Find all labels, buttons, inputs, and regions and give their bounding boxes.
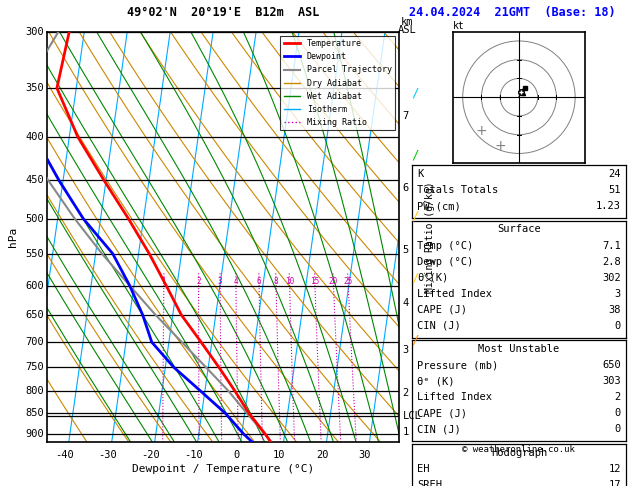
Text: 10: 10 bbox=[285, 277, 294, 286]
Text: 450: 450 bbox=[25, 175, 44, 185]
Text: /: / bbox=[411, 333, 419, 346]
Text: CAPE (J): CAPE (J) bbox=[417, 408, 467, 418]
Text: 350: 350 bbox=[25, 83, 44, 93]
Text: /: / bbox=[411, 272, 419, 284]
Text: hPa: hPa bbox=[8, 227, 18, 247]
Text: 1: 1 bbox=[162, 277, 166, 286]
Text: Surface: Surface bbox=[497, 225, 541, 234]
Text: 38: 38 bbox=[608, 305, 621, 314]
Text: Temp (°C): Temp (°C) bbox=[417, 241, 473, 250]
Text: 2.8: 2.8 bbox=[602, 257, 621, 266]
Text: 0: 0 bbox=[615, 321, 621, 330]
Text: 400: 400 bbox=[25, 132, 44, 142]
Text: © weatheronline.co.uk: © weatheronline.co.uk bbox=[462, 445, 576, 454]
Text: 17: 17 bbox=[608, 480, 621, 486]
Text: Lifted Index: Lifted Index bbox=[417, 289, 492, 298]
Text: CIN (J): CIN (J) bbox=[417, 424, 461, 434]
Text: 550: 550 bbox=[25, 249, 44, 259]
Text: /: / bbox=[411, 210, 419, 223]
Text: +: + bbox=[476, 124, 487, 138]
Text: 750: 750 bbox=[25, 363, 44, 372]
Text: 650: 650 bbox=[25, 310, 44, 320]
Text: CIN (J): CIN (J) bbox=[417, 321, 461, 330]
Text: PW (cm): PW (cm) bbox=[417, 201, 461, 211]
Text: 20: 20 bbox=[329, 277, 338, 286]
Text: 303: 303 bbox=[602, 376, 621, 386]
Text: 7: 7 bbox=[403, 111, 409, 122]
Text: /: / bbox=[411, 148, 419, 161]
Text: 24.04.2024  21GMT  (Base: 18): 24.04.2024 21GMT (Base: 18) bbox=[409, 6, 616, 19]
Legend: Temperature, Dewpoint, Parcel Trajectory, Dry Adiabat, Wet Adiabat, Isotherm, Mi: Temperature, Dewpoint, Parcel Trajectory… bbox=[281, 36, 395, 130]
Text: 20: 20 bbox=[316, 450, 328, 460]
Text: 49°02'N  20°19'E  B12m  ASL: 49°02'N 20°19'E B12m ASL bbox=[127, 6, 320, 19]
Text: 3: 3 bbox=[218, 277, 223, 286]
Text: 8: 8 bbox=[274, 277, 279, 286]
Text: -30: -30 bbox=[98, 450, 117, 460]
Text: 900: 900 bbox=[25, 429, 44, 439]
Text: 2: 2 bbox=[615, 392, 621, 402]
Text: -20: -20 bbox=[141, 450, 160, 460]
Text: Dewpoint / Temperature (°C): Dewpoint / Temperature (°C) bbox=[132, 464, 314, 474]
Text: 4: 4 bbox=[403, 298, 409, 309]
Text: Totals Totals: Totals Totals bbox=[417, 185, 498, 195]
Text: 650: 650 bbox=[602, 360, 621, 370]
Text: LCL: LCL bbox=[403, 411, 421, 421]
Text: 24: 24 bbox=[608, 169, 621, 179]
Text: Dewp (°C): Dewp (°C) bbox=[417, 257, 473, 266]
Text: 500: 500 bbox=[25, 214, 44, 224]
Text: 51: 51 bbox=[608, 185, 621, 195]
Text: EH: EH bbox=[417, 464, 430, 473]
Text: km: km bbox=[401, 17, 413, 27]
Text: ASL: ASL bbox=[398, 25, 416, 35]
Text: Pressure (mb): Pressure (mb) bbox=[417, 360, 498, 370]
Text: 850: 850 bbox=[25, 408, 44, 418]
Text: 10: 10 bbox=[273, 450, 286, 460]
Text: -40: -40 bbox=[55, 450, 74, 460]
Text: SREH: SREH bbox=[417, 480, 442, 486]
Text: 7.1: 7.1 bbox=[602, 241, 621, 250]
Text: 12: 12 bbox=[608, 464, 621, 473]
Text: 15: 15 bbox=[310, 277, 320, 286]
Text: 4: 4 bbox=[233, 277, 238, 286]
Text: kt: kt bbox=[454, 21, 465, 31]
Text: -10: -10 bbox=[184, 450, 203, 460]
Text: 1: 1 bbox=[403, 427, 409, 437]
Text: 1.23: 1.23 bbox=[596, 201, 621, 211]
Text: 302: 302 bbox=[602, 273, 621, 282]
Text: θᵉ (K): θᵉ (K) bbox=[417, 376, 455, 386]
Text: /: / bbox=[411, 87, 419, 100]
Text: 6: 6 bbox=[257, 277, 262, 286]
Text: 300: 300 bbox=[25, 27, 44, 36]
Text: 2: 2 bbox=[403, 388, 409, 399]
Text: 5: 5 bbox=[403, 245, 409, 255]
Text: Hodograph: Hodograph bbox=[491, 448, 547, 457]
Text: 6: 6 bbox=[403, 183, 409, 193]
Text: 3: 3 bbox=[615, 289, 621, 298]
Text: +: + bbox=[494, 139, 506, 153]
Text: 25: 25 bbox=[343, 277, 353, 286]
Text: 0: 0 bbox=[615, 424, 621, 434]
Text: K: K bbox=[417, 169, 423, 179]
Text: 3: 3 bbox=[403, 345, 409, 355]
Text: Most Unstable: Most Unstable bbox=[478, 344, 560, 354]
Text: 700: 700 bbox=[25, 337, 44, 347]
Text: 0: 0 bbox=[615, 408, 621, 418]
Text: 600: 600 bbox=[25, 280, 44, 291]
Text: 2: 2 bbox=[196, 277, 201, 286]
Text: θᵉ(K): θᵉ(K) bbox=[417, 273, 448, 282]
Text: Lifted Index: Lifted Index bbox=[417, 392, 492, 402]
Text: 0: 0 bbox=[233, 450, 239, 460]
Text: 800: 800 bbox=[25, 386, 44, 396]
Text: 30: 30 bbox=[359, 450, 371, 460]
Text: Mixing Ratio (g/kg): Mixing Ratio (g/kg) bbox=[425, 181, 435, 293]
Text: CAPE (J): CAPE (J) bbox=[417, 305, 467, 314]
